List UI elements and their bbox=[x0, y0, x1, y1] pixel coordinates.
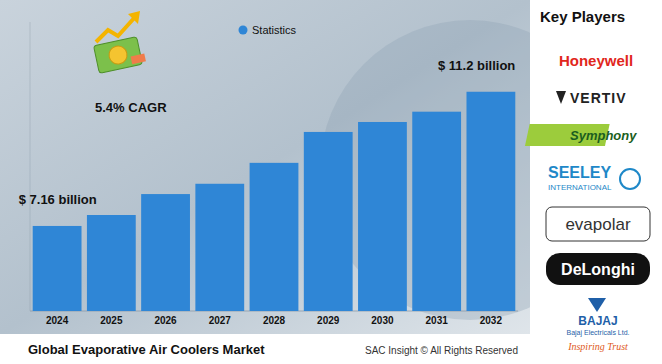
bar bbox=[87, 215, 136, 311]
key-players-panel bbox=[530, 0, 662, 364]
cagr-icon bbox=[94, 36, 147, 73]
x-tick-label: 2030 bbox=[371, 315, 394, 326]
bars bbox=[33, 92, 516, 311]
cagr-icon-arrowhead bbox=[128, 11, 140, 24]
logo-text: INTERNATIONAL bbox=[548, 183, 612, 192]
bar bbox=[33, 226, 82, 311]
x-tick-label: 2027 bbox=[209, 315, 232, 326]
legend-label: Statistics bbox=[252, 24, 297, 36]
x-tick-label: 2024 bbox=[46, 315, 69, 326]
bar bbox=[304, 132, 353, 311]
cagr-icon-tag bbox=[131, 54, 146, 65]
logo-text: SEELEY bbox=[548, 164, 611, 181]
x-tick-label: 2029 bbox=[317, 315, 340, 326]
logo-icon bbox=[620, 169, 640, 189]
data-label: $ 7.16 billion bbox=[19, 192, 97, 207]
x-tick-label: 2032 bbox=[480, 315, 503, 326]
logo-text: evapolar bbox=[565, 215, 631, 234]
bar bbox=[466, 92, 515, 311]
key-players-title: Key Players bbox=[540, 8, 625, 25]
bar bbox=[358, 122, 407, 311]
logo-box bbox=[546, 207, 650, 241]
x-tick-label: 2028 bbox=[263, 315, 286, 326]
logo-text: VERTIV bbox=[570, 90, 627, 106]
cagr-icon-arrow bbox=[96, 16, 136, 42]
bar bbox=[250, 163, 299, 311]
chart: $ 7.16 billion $ 11.2 billion 2024 2025 2026… bbox=[0, 0, 662, 364]
logo-text: Bajaj Electricals Ltd. bbox=[566, 329, 629, 337]
footer bbox=[0, 334, 530, 364]
x-tick-label: 2031 bbox=[426, 315, 449, 326]
legend-swatch bbox=[239, 26, 248, 35]
source: SAC Insight © All Rights Reserved bbox=[365, 345, 518, 356]
bar bbox=[412, 112, 461, 311]
annotation: 5.4% CAGR bbox=[95, 100, 167, 115]
logo-text: BAJAJ bbox=[578, 314, 617, 328]
y-axis-line bbox=[30, 22, 31, 311]
logo-icon bbox=[588, 298, 606, 312]
bar bbox=[195, 184, 244, 311]
logo-text: Symphony bbox=[570, 128, 637, 143]
logo-text: Inspiring Trust bbox=[567, 341, 628, 352]
x-tick-label: 2026 bbox=[154, 315, 177, 326]
logo-icon bbox=[556, 91, 566, 104]
cagr-icon-bill bbox=[94, 37, 143, 74]
x-tick-label: 2025 bbox=[100, 315, 123, 326]
logo-text: Honeywell bbox=[559, 52, 633, 69]
logo-text: DeLonghi bbox=[561, 261, 635, 278]
logo-box bbox=[546, 253, 650, 285]
bar bbox=[141, 194, 190, 311]
title: Global Evaporative Air Coolers Market bbox=[28, 342, 265, 357]
data-label: $ 11.2 billion bbox=[438, 58, 515, 73]
cagr-icon-coin bbox=[107, 44, 128, 65]
